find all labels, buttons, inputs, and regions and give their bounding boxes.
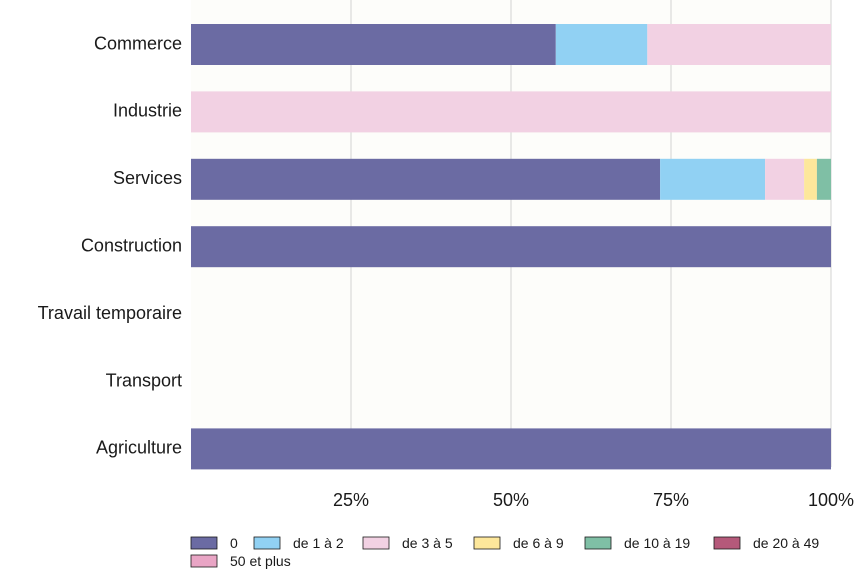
bars — [191, 24, 831, 470]
legend: 0 de 1 à 2 de 3 à 5 de 6 à 9 de 10 à 19 de 20… — [190, 535, 819, 569]
legend-swatch-1 — [253, 536, 281, 550]
x-tick-labels: 25% 50% 75% 100% — [333, 490, 854, 510]
bar-services-series-1 — [660, 158, 766, 200]
legend-swatch-4 — [584, 536, 612, 550]
category-label-transport: Transport — [106, 370, 182, 390]
legend-label-3: de 6 à 9 — [513, 535, 564, 551]
category-label-construction: Construction — [81, 235, 182, 255]
legend-swatch-5 — [713, 536, 741, 550]
legend-label-1: de 1 à 2 — [293, 535, 344, 551]
legend-swatch-0 — [190, 536, 218, 550]
legend-label-2: de 3 à 5 — [402, 535, 453, 551]
category-label-industrie: Industrie — [113, 101, 182, 121]
bar-services-series-2 — [765, 158, 805, 200]
x-tick-label-25pct: 25% — [333, 490, 369, 510]
bar-commerce-series-2 — [647, 24, 831, 65]
category-label-services: Services — [113, 168, 182, 188]
x-tick-label-75pct: 75% — [653, 490, 689, 510]
bar-construction-series-0 — [191, 226, 831, 268]
legend-swatch-2 — [362, 536, 390, 550]
bar-agriculture-series-0 — [191, 428, 831, 470]
x-tick-label-50pct: 50% — [493, 490, 529, 510]
legend-label-0: 0 — [230, 535, 238, 551]
legend-swatch-3 — [473, 536, 501, 550]
legend-label-6: 50 et plus — [230, 553, 291, 569]
bar-services-series-0 — [191, 158, 661, 200]
category-label-commerce: Commerce — [94, 33, 182, 53]
legend-label-5: de 20 à 49 — [753, 535, 819, 551]
category-label-agriculture: Agriculture — [96, 438, 182, 458]
bar-commerce-series-1 — [555, 24, 648, 65]
bar-industrie-series-2 — [191, 91, 831, 133]
category-labels: Commerce Industrie Services Construction Tra… — [38, 33, 182, 457]
bar-services-series-3 — [804, 158, 817, 200]
x-tick-label-100pct: 100% — [808, 490, 854, 510]
legend-swatch-6 — [190, 554, 218, 568]
bar-services-series-4 — [816, 158, 831, 200]
legend-label-4: de 10 à 19 — [624, 535, 690, 551]
category-label-travail-temporaire: Travail temporaire — [38, 303, 182, 323]
bar-commerce-series-0 — [191, 24, 556, 65]
